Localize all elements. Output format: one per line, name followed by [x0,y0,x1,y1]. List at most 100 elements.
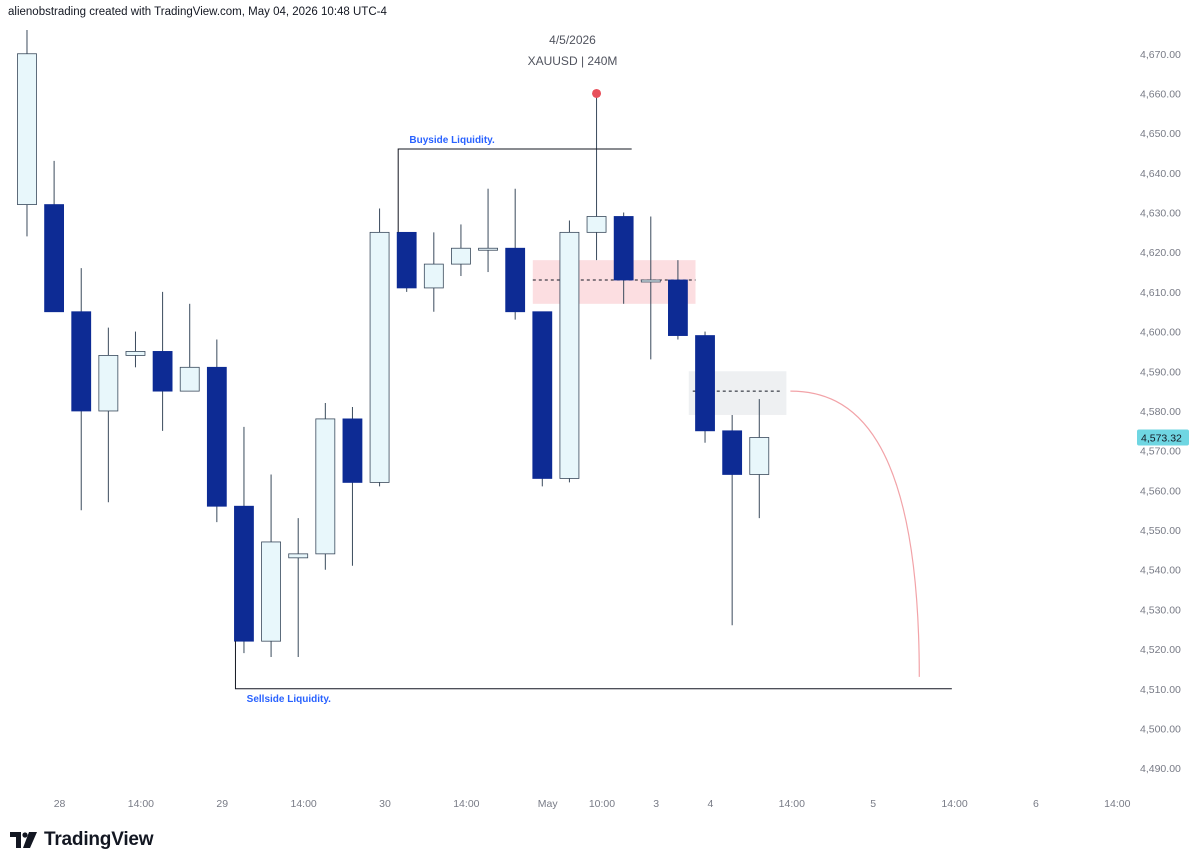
candle [234,426,254,654]
time-tick-label: 29 [216,798,228,810]
candle [423,232,444,312]
candle-body [396,231,417,289]
candle [17,29,37,237]
candle-body [640,279,661,283]
candle-body [315,418,336,555]
candle [749,399,770,519]
candle-body [152,351,173,392]
price-tick-label: 4,540.00 [1140,565,1181,577]
price-tick-label: 4,560.00 [1140,485,1181,497]
time-tick-label: 14:00 [453,798,479,810]
candle [71,268,92,511]
projection-curve [790,390,920,677]
candle-body [423,263,444,289]
candle-body [206,366,227,507]
candle-body [71,311,92,412]
annotations-layer: Buyside Liquidity. Sellside Liquidity. [234,88,952,705]
candle-body [613,216,634,281]
candle [722,414,743,626]
price-tick-label: 4,590.00 [1140,366,1181,378]
time-tick-label: 14:00 [290,798,316,810]
candle [586,93,607,261]
price-tick-label: 4,600.00 [1140,327,1181,339]
candle-body [451,247,471,265]
candle [261,474,281,658]
price-tick-label: 4,490.00 [1140,763,1181,775]
candle [369,208,390,487]
time-tick-label: 14:00 [779,798,805,810]
price-tick-label: 4,660.00 [1140,88,1181,100]
time-tick-label: 14:00 [1104,798,1130,810]
sellside-liquidity-label: Sellside Liquidity. [247,694,331,705]
time-tick-label: 10:00 [589,798,615,810]
price-tick-label: 4,640.00 [1140,168,1181,180]
candle [451,224,471,277]
candle [125,331,146,368]
candle [342,407,363,566]
candle-body [722,430,743,475]
candle [613,212,634,304]
price-tick-label: 4,620.00 [1140,247,1181,259]
price-tick-label: 4,650.00 [1140,128,1181,140]
time-tick-label: 14:00 [941,798,967,810]
candle [505,188,526,320]
price-axis[interactable]: 4,490.00 4,500.00 4,510.00 4,520.00 4,530.00… [1137,49,1189,775]
candle-body [261,541,281,642]
candles-layer [17,29,770,658]
candle-body [17,53,37,205]
candle [532,311,553,487]
current-price-label: 4,573.32 [1141,432,1182,444]
price-tick-label: 4,510.00 [1140,684,1181,696]
candle [478,188,498,273]
candle-body [559,231,580,479]
candle-body [695,335,715,432]
price-tick-label: 4,570.00 [1140,446,1181,458]
chart-subtitle: XAUUSD | 240M [527,54,618,68]
candle [152,291,173,431]
candle-body [342,418,363,483]
buyside-liquidity-line [397,148,632,233]
time-tick-label: 5 [870,798,876,810]
candle-body [288,553,309,559]
candle [44,160,65,313]
time-tick-label: 28 [54,798,66,810]
time-tick-label: 6 [1033,798,1039,810]
price-tick-label: 4,580.00 [1140,406,1181,418]
candle [396,231,417,292]
price-tick-label: 4,520.00 [1140,644,1181,656]
time-tick-label: 4 [708,798,714,810]
candle-body [179,366,200,392]
candle-body [369,231,390,483]
candle [179,303,200,392]
time-tick-label: 14:00 [128,798,154,810]
sellside-liquidity-line [234,641,952,690]
time-tick-label: 3 [653,798,659,810]
candle-body [532,311,553,479]
candle [640,216,661,360]
candle-body [234,505,254,642]
candle [206,339,227,523]
buyside-liquidity-label: Buyside Liquidity. [409,135,495,146]
tradingview-wordmark: TradingView [44,829,154,850]
price-tick-label: 4,630.00 [1140,208,1181,220]
candle-body [478,247,498,251]
chart-title: 4/5/2026 [549,33,596,47]
candle-body [98,355,119,412]
header-credit: alienobstrading created with TradingView… [8,6,387,18]
candle-body [586,216,607,233]
price-tick-label: 4,500.00 [1140,723,1181,735]
candle-body [44,204,65,313]
candle [315,403,336,570]
candle [668,260,688,340]
price-tick-label: 4,670.00 [1140,49,1181,61]
candle-body [749,437,770,475]
candle [288,518,309,658]
high-marker-dot [592,88,602,98]
candle-body [505,247,526,313]
price-tick-label: 4,550.00 [1140,525,1181,537]
candle-body [125,351,146,356]
tradingview-logo: TradingView [10,828,154,852]
time-axis[interactable]: 28 14:00 29 14:00 30 14:00 May 10:00 3 4 14:00 5 14:… [54,798,1131,810]
candle [559,220,580,483]
